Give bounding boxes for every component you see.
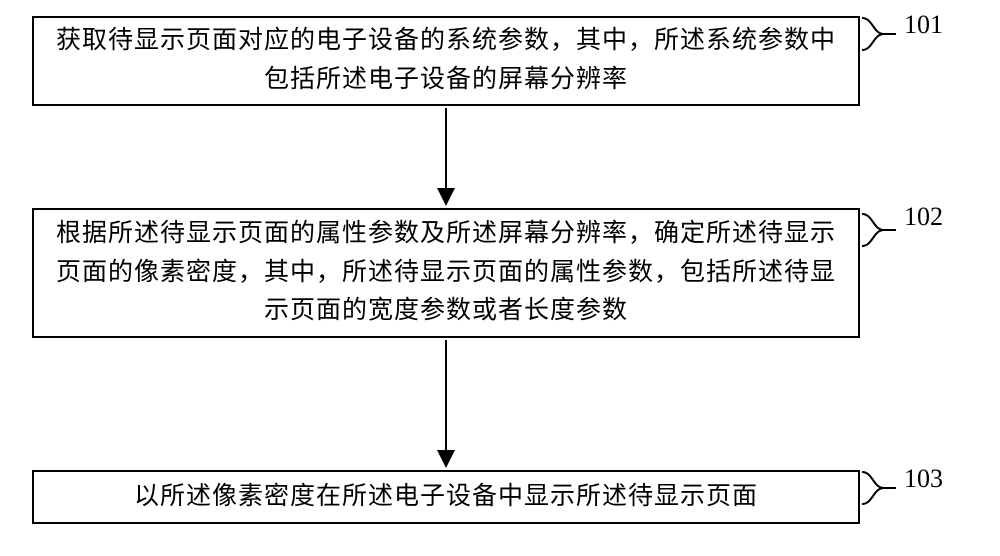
flow-step-101: 获取待显示页面对应的电子设备的系统参数，其中，所述系统参数中包括所述电子设备的屏… xyxy=(32,16,860,106)
flow-step-text: 根据所述待显示页面的属性参数及所述屏幕分辨率，确定所述待显示页面的像素密度，其中… xyxy=(50,215,842,331)
arrow-102-103 xyxy=(426,340,466,472)
label-connector-103 xyxy=(862,468,898,508)
flow-step-103: 以所述像素密度在所述电子设备中显示所述待显示页面 xyxy=(32,470,860,524)
flow-step-102: 根据所述待显示页面的属性参数及所述屏幕分辨率，确定所述待显示页面的像素密度，其中… xyxy=(32,208,860,338)
step-label-101: 101 xyxy=(904,10,943,40)
step-label-103: 103 xyxy=(904,464,943,494)
arrow-101-102 xyxy=(426,108,466,210)
flow-step-text: 获取待显示页面对应的电子设备的系统参数，其中，所述系统参数中包括所述电子设备的屏… xyxy=(50,22,842,100)
flow-step-text: 以所述像素密度在所述电子设备中显示所述待显示页面 xyxy=(134,478,758,517)
label-connector-101 xyxy=(862,14,898,54)
label-connector-102 xyxy=(862,210,898,250)
step-label-102: 102 xyxy=(904,202,943,232)
